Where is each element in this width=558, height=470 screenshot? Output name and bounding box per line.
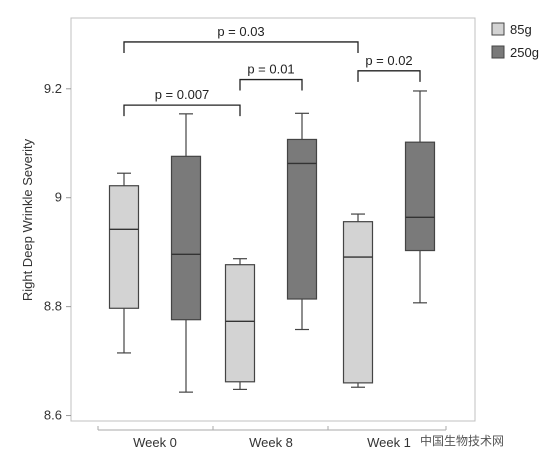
box-iqr <box>224 264 256 383</box>
legend-swatch <box>491 22 505 36</box>
x-tick-label: Week 0 <box>133 435 177 450</box>
box-85g-week-1 <box>342 213 374 388</box>
significance-bracket: p = 0.02 <box>357 53 421 82</box>
legend-item-250g: 250g <box>491 45 539 60</box>
x-tick-label: Week 1 <box>367 435 411 450</box>
x-tick-label: Week 8 <box>249 435 293 450</box>
box-85g-week-0 <box>108 172 140 354</box>
legend-label: 85g <box>510 22 532 37</box>
box-85g-week-8 <box>224 258 256 391</box>
watermark-text: 中国生物技术网 <box>420 434 505 448</box>
y-axis-title: Right Deep Wrinkle Severity <box>20 138 35 301</box>
box-iqr <box>170 155 202 321</box>
legend-label: 250g <box>510 45 539 60</box>
box-250g-week-1 <box>404 90 436 304</box>
box-iqr <box>286 138 318 300</box>
p-value-label: p = 0.03 <box>217 24 264 39</box>
bracket-line <box>123 41 359 53</box>
box-250g-week-8 <box>286 112 318 331</box>
y-tick-label: 8.8 <box>44 299 62 314</box>
significance-bracket: p = 0.03 <box>123 24 359 53</box>
legend-item-85g: 85g <box>491 22 532 37</box>
box-iqr <box>404 141 436 252</box>
bracket-line <box>239 78 303 91</box>
significance-annotations: p = 0.03 p = 0.007 p = 0.01 p = 0.02 <box>123 24 421 117</box>
legend-swatch <box>491 45 505 59</box>
p-value-label: p = 0.007 <box>155 87 210 102</box>
significance-bracket: p = 0.007 <box>123 87 241 117</box>
p-value-label: p = 0.01 <box>247 62 294 77</box>
boxes-group <box>108 90 436 393</box>
box-250g-week-0 <box>170 113 202 393</box>
y-tick-label: 9 <box>55 190 62 205</box>
bracket-line <box>123 104 241 117</box>
plot-frame <box>70 17 476 422</box>
bracket-line <box>357 70 421 82</box>
box-iqr <box>108 185 140 309</box>
significance-bracket: p = 0.01 <box>239 62 303 91</box>
y-tick-label: 9.2 <box>44 81 62 96</box>
box-iqr <box>342 221 374 384</box>
y-axis: 8.6 8.8 9 9.2 <box>44 81 71 423</box>
legend: 85g 250g <box>491 22 539 60</box>
y-tick-label: 8.6 <box>44 408 62 423</box>
x-axis: Week 0 Week 8 Week 1 <box>97 426 447 450</box>
p-value-label: p = 0.02 <box>365 53 412 68</box>
